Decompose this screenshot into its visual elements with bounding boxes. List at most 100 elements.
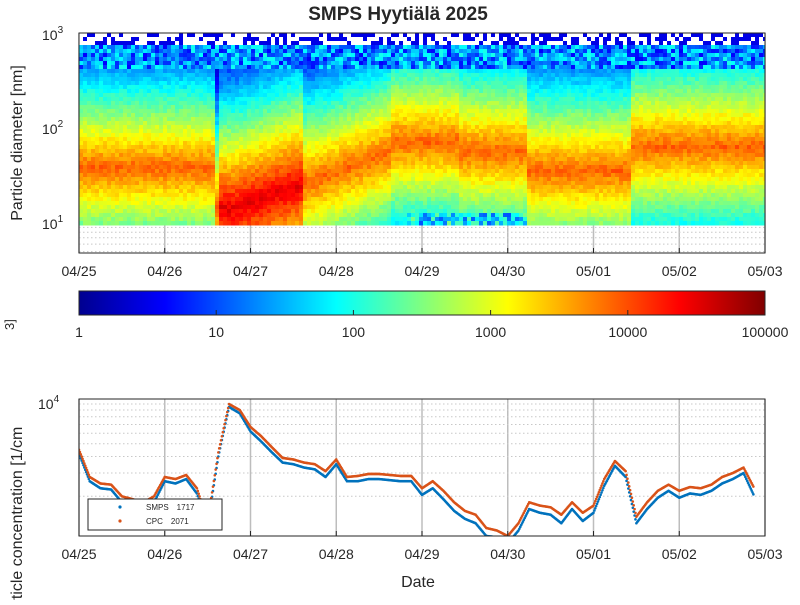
heatmap-cell — [211, 77, 216, 82]
heatmap-cell — [119, 205, 124, 210]
heatmap-cell — [259, 201, 264, 206]
heatmap-cell — [443, 189, 448, 194]
heatmap-cell — [127, 117, 132, 122]
heatmap-cell — [139, 113, 144, 118]
heatmap-cell — [335, 37, 340, 42]
heatmap-cell — [135, 65, 140, 70]
heatmap-cell — [363, 213, 368, 218]
heatmap-cell — [115, 149, 120, 154]
heatmap-cell — [275, 177, 280, 182]
heatmap-cell — [203, 193, 208, 198]
heatmap-cell — [391, 33, 396, 38]
heatmap-cell — [207, 217, 212, 222]
heatmap-cell — [99, 73, 104, 78]
heatmap-cell — [371, 197, 376, 202]
heatmap-cell — [403, 141, 408, 146]
heatmap-cell — [371, 205, 376, 210]
heatmap-cell — [223, 45, 228, 50]
heatmap-cell — [363, 153, 368, 158]
heatmap-cell — [199, 141, 204, 146]
heatmap-cell — [443, 137, 448, 142]
heatmap-cell — [215, 33, 220, 38]
heatmap-cell — [335, 149, 340, 154]
heatmap-cell — [275, 61, 280, 66]
heatmap-cell — [411, 157, 416, 162]
heatmap-cell — [271, 185, 276, 190]
heatmap-cell — [375, 113, 380, 118]
heatmap-cell — [411, 69, 416, 74]
heatmap-cell — [479, 193, 484, 198]
heatmap-cell — [87, 129, 92, 134]
heatmap-cell — [155, 57, 160, 62]
heatmap-cell — [367, 149, 372, 154]
heatmap-cell — [147, 81, 152, 86]
heatmap-cell — [391, 217, 396, 222]
heatmap-cell — [207, 41, 212, 46]
heatmap-cell — [423, 221, 428, 226]
heatmap-cell — [379, 153, 384, 158]
heatmap-cell — [239, 53, 244, 58]
heatmap-cell — [195, 205, 200, 210]
heatmap-cell — [303, 45, 308, 50]
heatmap-cell — [207, 101, 212, 106]
heatmap-cell — [183, 129, 188, 134]
heatmap-cell — [99, 121, 104, 126]
heatmap-cell — [79, 217, 84, 222]
heatmap-cell — [123, 77, 128, 82]
heatmap-cell — [287, 89, 292, 94]
heatmap-cell — [427, 125, 432, 130]
heatmap-cell — [427, 49, 432, 54]
heatmap-cell — [315, 157, 320, 162]
heatmap-cell — [235, 137, 240, 142]
heatmap-cell — [199, 217, 204, 222]
heatmap-cell — [179, 61, 184, 66]
heatmap-cell — [203, 57, 208, 62]
heatmap-cell — [455, 165, 460, 170]
heatmap-cell — [171, 213, 176, 218]
heatmap-cell — [399, 149, 404, 154]
heatmap-cell — [119, 209, 124, 214]
heatmap-cell — [163, 141, 168, 146]
heatmap-cell — [167, 73, 172, 78]
heatmap-cell — [391, 45, 396, 50]
heatmap-cell — [199, 157, 204, 162]
heatmap-cell — [179, 133, 184, 138]
heatmap-cell — [359, 153, 364, 158]
heatmap-cell — [399, 221, 404, 226]
heatmap-cell — [195, 149, 200, 154]
heatmap-cell — [191, 65, 196, 70]
heatmap-cell — [359, 157, 364, 162]
heatmap-cell — [459, 37, 464, 42]
heatmap-cell — [327, 193, 332, 198]
heatmap-cell — [103, 77, 108, 82]
heatmap-cell — [107, 145, 112, 150]
heatmap-cell — [467, 205, 472, 210]
heatmap-cell — [323, 205, 328, 210]
heatmap-cell — [175, 189, 180, 194]
heatmap-cell — [443, 169, 448, 174]
heatmap-cell — [327, 153, 332, 158]
heatmap-cell — [87, 37, 92, 42]
heatmap-cell — [259, 205, 264, 210]
heatmap-cell — [315, 165, 320, 170]
heatmap-cell — [419, 81, 424, 86]
heatmap-cell — [487, 137, 492, 142]
heatmap-cell — [191, 197, 196, 202]
heatmap-cell — [227, 165, 232, 170]
heatmap-cell — [471, 181, 476, 186]
heatmap-cell — [235, 65, 240, 70]
heatmap-cell — [99, 161, 104, 166]
heatmap-cell — [191, 181, 196, 186]
heatmap-cell — [175, 173, 180, 178]
heatmap-cell — [251, 161, 256, 166]
heatmap-cell — [203, 129, 208, 134]
heatmap-cell — [247, 57, 252, 62]
heatmap-cell — [167, 117, 172, 122]
heatmap-cell — [179, 169, 184, 174]
heatmap-cell — [343, 41, 348, 46]
heatmap-cell — [179, 181, 184, 186]
heatmap-cell — [87, 221, 92, 226]
heatmap-cell — [387, 73, 392, 78]
heatmap-cell — [99, 49, 104, 54]
heatmap-cell — [199, 89, 204, 94]
